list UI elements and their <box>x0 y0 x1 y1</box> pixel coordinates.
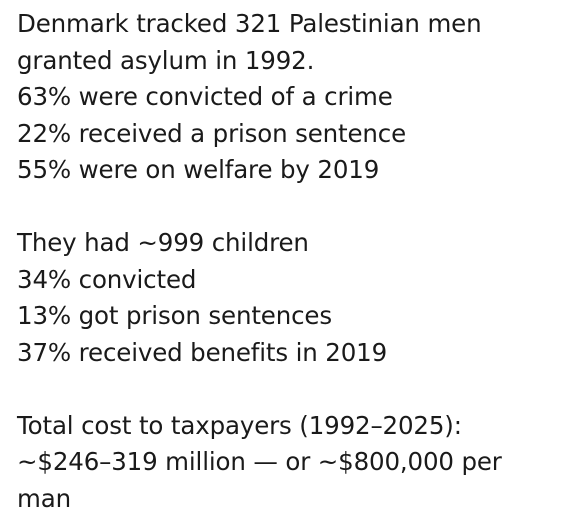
paragraph-gap <box>17 371 557 408</box>
text-line: 37% received benefits in 2019 <box>17 337 388 367</box>
text-line: granted asylum in 1992. <box>17 45 315 75</box>
paragraph-gap <box>17 189 557 226</box>
text-line: 63% were convicted of a crime <box>17 82 393 111</box>
text-line: Total cost to taxpayers (1992–2025): <box>17 410 462 440</box>
text-line: 55% were on welfare by 2019 <box>17 155 380 184</box>
post-text: Denmark tracked 321 Palestinian men gran… <box>17 6 557 517</box>
text-line: 22% received a prison sentence <box>17 118 407 148</box>
text-line: ~$246–319 million — or ~$800,000 per <box>17 447 502 476</box>
paragraph-stats-men: Denmark tracked 321 Palestinian men gran… <box>17 6 557 189</box>
paragraph-total-cost: Total cost to taxpayers (1992–2025): ~$2… <box>17 408 557 518</box>
text-line: They had ~999 children <box>17 228 309 257</box>
text-line: Denmark tracked 321 Palestinian men <box>17 9 482 38</box>
text-line: 13% got prison sentences <box>17 301 332 330</box>
text-line: 34% convicted <box>17 264 197 294</box>
text-line: man <box>17 483 71 513</box>
paragraph-stats-children: They had ~999 children 34% convicted 13%… <box>17 225 557 371</box>
